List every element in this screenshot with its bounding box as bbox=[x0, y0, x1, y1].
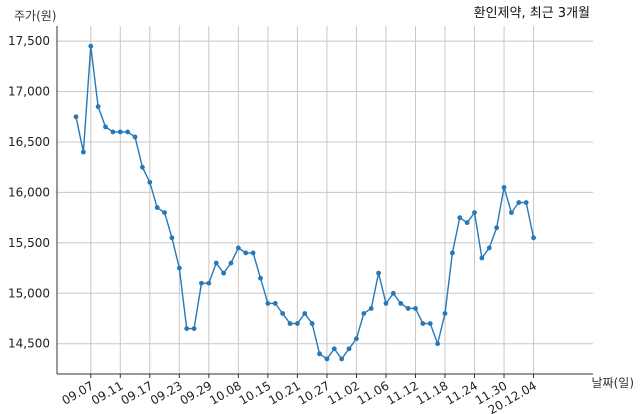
data-point bbox=[228, 260, 234, 266]
x-tick-label: 10.21 bbox=[266, 378, 303, 407]
x-tick-labels: 09.0709.1109.1709.2309.2910.0810.1510.21… bbox=[60, 378, 540, 414]
data-point bbox=[442, 311, 448, 316]
y-tick-label: 14,500 bbox=[8, 337, 50, 351]
grid bbox=[57, 26, 593, 374]
data-point bbox=[390, 290, 396, 296]
y-tick-label: 15,000 bbox=[8, 286, 50, 300]
data-point bbox=[110, 129, 116, 135]
data-point bbox=[376, 270, 381, 276]
axes bbox=[56, 26, 593, 378]
data-point bbox=[213, 260, 219, 266]
data-point bbox=[295, 321, 300, 326]
data-point bbox=[199, 280, 204, 286]
y-tick-label: 16,500 bbox=[8, 135, 50, 149]
data-point bbox=[427, 321, 433, 326]
data-point bbox=[80, 149, 86, 155]
x-tick-label: 10.15 bbox=[237, 378, 274, 407]
data-point bbox=[405, 306, 411, 311]
data-point bbox=[523, 200, 529, 205]
data-point bbox=[132, 134, 138, 140]
data-point bbox=[346, 346, 352, 352]
x-tick-label: 10.08 bbox=[207, 378, 244, 407]
data-point bbox=[531, 235, 536, 241]
data-point bbox=[413, 306, 418, 311]
data-point bbox=[309, 321, 315, 326]
data-point bbox=[280, 311, 286, 316]
data-point bbox=[383, 300, 389, 306]
data-point bbox=[103, 124, 108, 130]
data-point bbox=[250, 250, 256, 256]
data-point bbox=[435, 341, 441, 347]
data-point bbox=[464, 220, 470, 226]
data-point bbox=[169, 235, 175, 241]
data-point bbox=[88, 43, 94, 49]
data-point bbox=[494, 225, 500, 231]
data-point bbox=[302, 311, 308, 316]
data-point bbox=[361, 311, 367, 316]
y-tick-label: 17,500 bbox=[8, 34, 50, 48]
data-point bbox=[154, 205, 160, 210]
x-tick-label: 09.17 bbox=[119, 378, 156, 407]
data-point bbox=[191, 326, 197, 332]
chart-title: 환인제약, 최근 3개월 bbox=[474, 6, 590, 21]
series-price bbox=[73, 43, 536, 362]
y-tick-label: 15,500 bbox=[8, 236, 50, 250]
data-point bbox=[339, 356, 345, 362]
data-point bbox=[176, 265, 182, 271]
x-tick-label: 11.18 bbox=[414, 378, 451, 407]
y-axis-title: 주가(원) bbox=[14, 9, 56, 23]
data-point bbox=[449, 250, 455, 256]
data-point bbox=[117, 129, 123, 135]
data-point bbox=[95, 104, 101, 110]
data-point bbox=[331, 346, 337, 352]
data-point bbox=[147, 179, 153, 185]
data-point bbox=[324, 356, 330, 362]
x-tick-label: 09.23 bbox=[148, 378, 185, 407]
x-tick-label: 11.24 bbox=[443, 378, 480, 407]
data-point bbox=[162, 210, 167, 216]
data-point bbox=[73, 114, 79, 120]
data-point bbox=[184, 326, 190, 332]
data-point bbox=[272, 300, 278, 306]
data-point bbox=[243, 250, 249, 256]
x-tick-label: 09.29 bbox=[178, 378, 215, 407]
data-point bbox=[235, 245, 241, 251]
data-point bbox=[509, 210, 514, 216]
data-point bbox=[398, 300, 404, 306]
data-point bbox=[206, 280, 212, 286]
data-point bbox=[516, 200, 522, 205]
data-point bbox=[221, 270, 227, 276]
x-axis-title: 날짜(일) bbox=[592, 376, 634, 390]
y-tick-label: 16,000 bbox=[8, 185, 50, 199]
data-point bbox=[368, 306, 374, 311]
x-tick-label: 11.02 bbox=[325, 378, 362, 407]
y-tick-labels: 14,500 15,000 15,500 16,000 16,500 17,000 17,5… bbox=[8, 34, 50, 351]
data-point bbox=[354, 336, 359, 342]
data-point bbox=[479, 255, 485, 261]
data-point bbox=[486, 245, 492, 251]
data-point bbox=[420, 321, 426, 326]
y-tick-label: 17,000 bbox=[8, 85, 50, 99]
data-point bbox=[265, 300, 271, 306]
data-point bbox=[501, 184, 507, 190]
data-point bbox=[258, 275, 263, 281]
x-tick-label: 10.27 bbox=[296, 378, 333, 407]
data-point bbox=[317, 351, 322, 357]
x-tick-label: 11.12 bbox=[384, 378, 421, 407]
data-point bbox=[140, 164, 145, 170]
x-tick-label: 11.06 bbox=[355, 378, 392, 407]
x-tick-label: 09.11 bbox=[89, 378, 126, 407]
data-point bbox=[287, 321, 293, 326]
data-point bbox=[125, 129, 131, 135]
data-point bbox=[472, 210, 477, 216]
x-tick-label: 09.07 bbox=[60, 378, 97, 407]
data-point bbox=[457, 215, 463, 221]
